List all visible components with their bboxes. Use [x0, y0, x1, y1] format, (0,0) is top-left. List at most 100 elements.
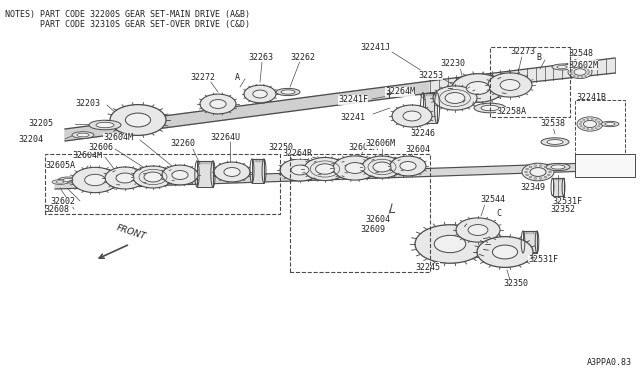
Polygon shape	[65, 81, 430, 141]
Text: 32350: 32350	[503, 279, 528, 289]
Ellipse shape	[595, 119, 597, 121]
Ellipse shape	[403, 111, 421, 121]
Text: 32606: 32606	[88, 142, 113, 151]
Text: 32264M: 32264M	[385, 87, 415, 96]
Text: 32264R: 32264R	[282, 150, 312, 158]
Text: 32253: 32253	[418, 71, 443, 80]
Ellipse shape	[541, 138, 569, 146]
Ellipse shape	[133, 166, 173, 188]
Ellipse shape	[577, 67, 579, 68]
Ellipse shape	[525, 171, 527, 173]
Ellipse shape	[577, 76, 579, 77]
Text: C: C	[496, 209, 501, 218]
Ellipse shape	[110, 105, 166, 135]
Ellipse shape	[579, 124, 581, 125]
Ellipse shape	[89, 120, 121, 130]
Text: 32604M: 32604M	[72, 151, 102, 160]
Text: 32241F: 32241F	[338, 96, 368, 105]
Ellipse shape	[557, 65, 567, 68]
Text: SEE SEC.321: SEE SEC.321	[578, 160, 629, 170]
Ellipse shape	[584, 68, 587, 69]
Ellipse shape	[529, 166, 532, 168]
Ellipse shape	[581, 67, 583, 68]
Ellipse shape	[477, 237, 533, 267]
Ellipse shape	[452, 74, 504, 102]
Ellipse shape	[56, 181, 64, 183]
Ellipse shape	[373, 162, 391, 172]
Ellipse shape	[492, 245, 518, 259]
Text: 32250: 32250	[268, 142, 293, 151]
Ellipse shape	[587, 118, 589, 119]
Text: 32230: 32230	[440, 60, 465, 68]
Ellipse shape	[433, 86, 477, 110]
Ellipse shape	[546, 163, 570, 171]
Ellipse shape	[77, 133, 89, 137]
Text: 32241J: 32241J	[360, 42, 390, 51]
Ellipse shape	[547, 174, 550, 176]
Text: 32241: 32241	[340, 112, 365, 122]
Text: 32604: 32604	[365, 215, 390, 224]
Ellipse shape	[481, 105, 499, 111]
Ellipse shape	[415, 225, 485, 263]
Ellipse shape	[587, 74, 589, 75]
Polygon shape	[552, 178, 563, 196]
Text: 32548: 32548	[568, 49, 593, 58]
Text: 32538: 32538	[540, 119, 565, 128]
Ellipse shape	[500, 80, 520, 90]
Ellipse shape	[390, 156, 426, 176]
Ellipse shape	[587, 129, 589, 130]
Ellipse shape	[172, 170, 188, 179]
Text: B: B	[536, 52, 541, 61]
Ellipse shape	[400, 161, 416, 170]
Ellipse shape	[96, 122, 114, 128]
Ellipse shape	[63, 179, 73, 182]
Text: 32604: 32604	[405, 145, 430, 154]
Ellipse shape	[584, 121, 596, 128]
Text: 32544: 32544	[480, 196, 505, 205]
Ellipse shape	[345, 163, 365, 173]
Text: 32246: 32246	[410, 129, 435, 138]
Ellipse shape	[125, 113, 150, 127]
Ellipse shape	[547, 169, 550, 170]
Ellipse shape	[435, 235, 466, 253]
Ellipse shape	[568, 65, 592, 78]
Ellipse shape	[210, 100, 226, 109]
Ellipse shape	[581, 76, 583, 77]
Ellipse shape	[583, 119, 585, 121]
Ellipse shape	[316, 164, 335, 174]
Ellipse shape	[544, 176, 547, 178]
Ellipse shape	[591, 118, 593, 119]
Ellipse shape	[540, 178, 542, 179]
Text: 32262: 32262	[290, 52, 315, 61]
Ellipse shape	[214, 162, 250, 182]
Ellipse shape	[253, 90, 268, 98]
Ellipse shape	[333, 156, 377, 180]
Ellipse shape	[105, 167, 145, 189]
Ellipse shape	[144, 172, 162, 182]
Ellipse shape	[552, 64, 572, 70]
Ellipse shape	[304, 157, 346, 180]
Ellipse shape	[583, 128, 585, 129]
Ellipse shape	[467, 81, 490, 94]
Ellipse shape	[392, 105, 432, 127]
Ellipse shape	[116, 173, 134, 183]
Text: 32245: 32245	[415, 263, 440, 272]
Ellipse shape	[573, 68, 575, 69]
Text: 32606M: 32606M	[365, 140, 395, 148]
Ellipse shape	[468, 225, 488, 235]
Ellipse shape	[605, 122, 615, 125]
Ellipse shape	[291, 165, 309, 175]
Ellipse shape	[591, 129, 593, 130]
Text: 32531F: 32531F	[528, 256, 558, 264]
Polygon shape	[197, 161, 213, 187]
Ellipse shape	[474, 103, 506, 113]
Text: 32258A: 32258A	[496, 108, 526, 116]
Ellipse shape	[598, 124, 601, 125]
Ellipse shape	[280, 159, 320, 181]
Ellipse shape	[551, 165, 565, 169]
Ellipse shape	[244, 85, 276, 103]
Text: A: A	[235, 73, 240, 81]
Ellipse shape	[548, 171, 552, 173]
Text: 32204: 32204	[18, 135, 43, 144]
Text: NOTES) PART CODE 32200S GEAR SET-MAIN DRIVE (A&B): NOTES) PART CODE 32200S GEAR SET-MAIN DR…	[5, 10, 250, 19]
